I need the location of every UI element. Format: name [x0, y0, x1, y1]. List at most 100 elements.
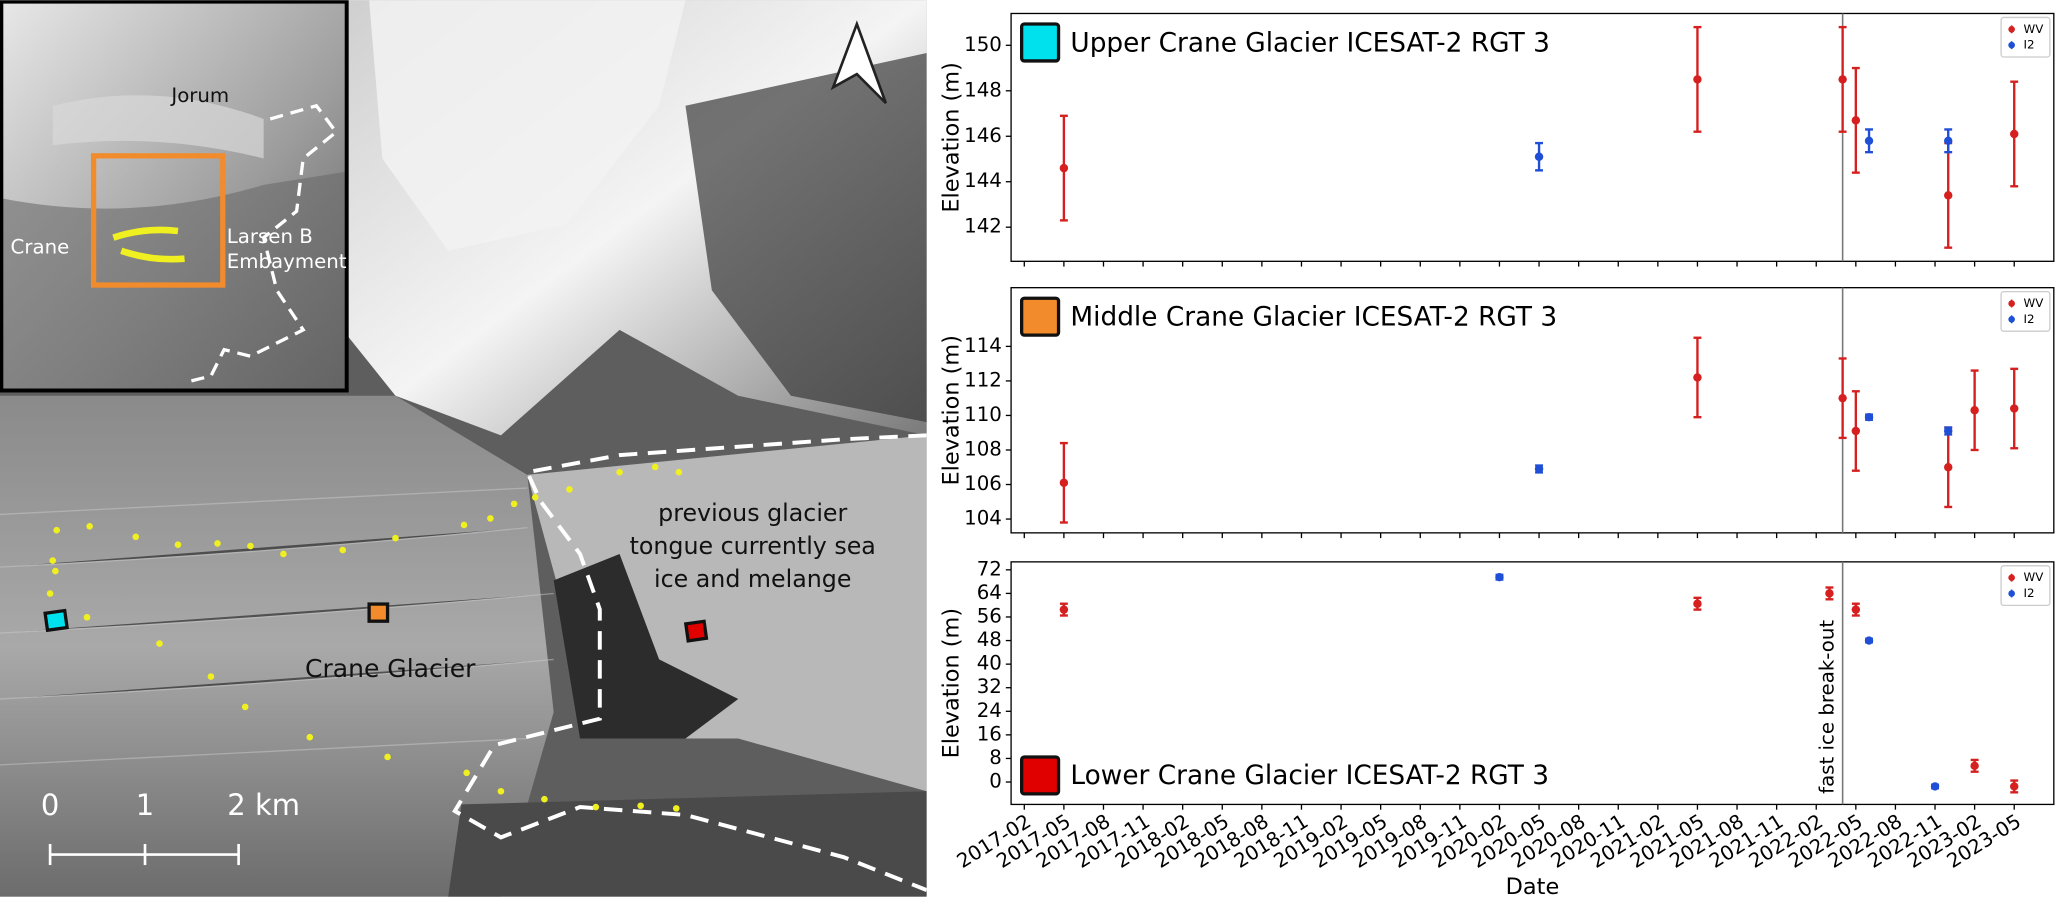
y-tick-label: 114	[964, 334, 1002, 357]
legend-swatch	[2008, 300, 2015, 307]
scale-bar	[48, 843, 240, 866]
upper-site-marker	[43, 608, 69, 633]
data-point	[1825, 589, 1834, 598]
inset-terrain	[0, 171, 347, 391]
x-axis-label: Date	[1506, 874, 1560, 897]
y-tick-label: 110	[964, 403, 1002, 426]
title-swatch	[1019, 755, 1061, 796]
panel-title: Upper Crane Glacier ICESAT-2 RGT 3	[1070, 28, 1549, 58]
title-swatch	[1019, 22, 1061, 63]
data-point	[1059, 478, 1069, 488]
y-tick-label: 0	[989, 770, 1002, 793]
data-point	[1495, 572, 1504, 582]
lower-site-marker	[683, 619, 709, 643]
data-point	[1838, 393, 1847, 403]
data-point	[2010, 404, 2019, 413]
map-label: Crane Glacier	[305, 654, 476, 683]
legend-label: I2	[2023, 38, 2034, 52]
y-tick-label: 24	[977, 699, 1002, 722]
inset-label: Larsen B	[227, 225, 313, 248]
rock-ridge	[685, 53, 927, 423]
legend-swatch	[2008, 574, 2015, 581]
data-point	[1838, 75, 1847, 84]
plot-area	[1010, 561, 2055, 806]
y-tick-label: 106	[964, 472, 1002, 495]
legend-swatch	[2008, 590, 2015, 597]
legend-label: I2	[2023, 586, 2034, 600]
y-tick-label: 142	[964, 215, 1002, 238]
data-point	[1851, 426, 1861, 436]
legend-swatch	[2008, 316, 2015, 323]
data-point	[1534, 464, 1544, 474]
ice-front-boundary	[452, 433, 927, 892]
data-point	[1851, 605, 1861, 614]
y-tick-label: 64	[977, 581, 1002, 604]
track-points	[46, 463, 683, 812]
map-label: previous glacier	[658, 499, 847, 527]
cloud	[369, 0, 686, 251]
scale-label: 2 km	[227, 788, 300, 822]
data-point	[1930, 782, 1940, 791]
glacier-surface	[0, 395, 554, 897]
y-tick-label: 108	[964, 437, 1002, 460]
y-tick-label: 104	[964, 507, 1002, 530]
inset-label: Embayment	[227, 250, 347, 273]
map-label: tongue currently sea	[630, 532, 876, 560]
y-axis-label: Elevation (m)	[938, 335, 964, 486]
legend-label: I2	[2023, 312, 2034, 326]
data-point	[1944, 426, 1953, 436]
y-tick-label: 8	[989, 746, 1002, 769]
panel-title: Middle Crane Glacier ICESAT-2 RGT 3	[1070, 302, 1557, 332]
data-point	[1944, 463, 1953, 472]
data-point	[1970, 761, 1979, 771]
data-point	[2010, 782, 2019, 791]
inset-label: Crane	[11, 236, 70, 259]
y-tick-label: 112	[964, 368, 1002, 391]
map-label: ice and melange	[654, 565, 851, 593]
y-tick-label: 48	[977, 628, 1002, 651]
y-tick-label: 146	[964, 124, 1002, 147]
y-tick-label: 16	[977, 722, 1002, 745]
inset-frame	[0, 0, 349, 393]
y-tick-label: 40	[977, 652, 1002, 675]
data-point	[1851, 116, 1861, 125]
inset-focus-box	[90, 153, 226, 288]
inset-track	[112, 226, 185, 263]
plot-area	[1010, 287, 2055, 534]
y-axis-label: Elevation (m)	[938, 62, 964, 213]
scale-label: 1	[136, 788, 154, 822]
lower-terrain	[448, 791, 927, 897]
legend-swatch	[2008, 26, 2015, 33]
data-point	[1693, 373, 1702, 382]
inset-glacier	[52, 95, 264, 159]
title-swatch	[1019, 296, 1061, 337]
scale-label: 0	[41, 788, 59, 822]
data-point	[1059, 605, 1069, 614]
data-point	[1970, 406, 1979, 415]
y-tick-label: 32	[977, 675, 1002, 698]
y-tick-label: 144	[964, 169, 1002, 192]
legend-label: WV	[2023, 570, 2044, 584]
legend-label: WV	[2023, 22, 2044, 36]
panel-title: Lower Crane Glacier ICESAT-2 RGT 3	[1070, 761, 1549, 791]
break-out-label: fast ice break-out	[1816, 620, 1839, 794]
data-point	[2010, 129, 2019, 139]
data-point	[1059, 163, 1069, 173]
inset-label: Jorum	[169, 84, 229, 107]
data-point	[1944, 136, 1953, 146]
inset-boundary	[184, 103, 339, 385]
y-tick-label: 148	[964, 78, 1002, 101]
north-arrow	[830, 20, 888, 105]
y-axis-label: Elevation (m)	[938, 608, 964, 759]
data-point	[1864, 136, 1874, 146]
legend-swatch	[2008, 41, 2015, 49]
inset-map: Jorum Crane Larsen B Embayment	[0, 0, 349, 393]
data-point	[1693, 75, 1702, 84]
data-point	[1864, 412, 1874, 422]
data-point	[1864, 636, 1874, 645]
plot-area	[1010, 12, 2055, 262]
satellite-map: Jorum Crane Larsen B Embayment previous …	[0, 0, 927, 897]
data-point	[1944, 191, 1953, 200]
